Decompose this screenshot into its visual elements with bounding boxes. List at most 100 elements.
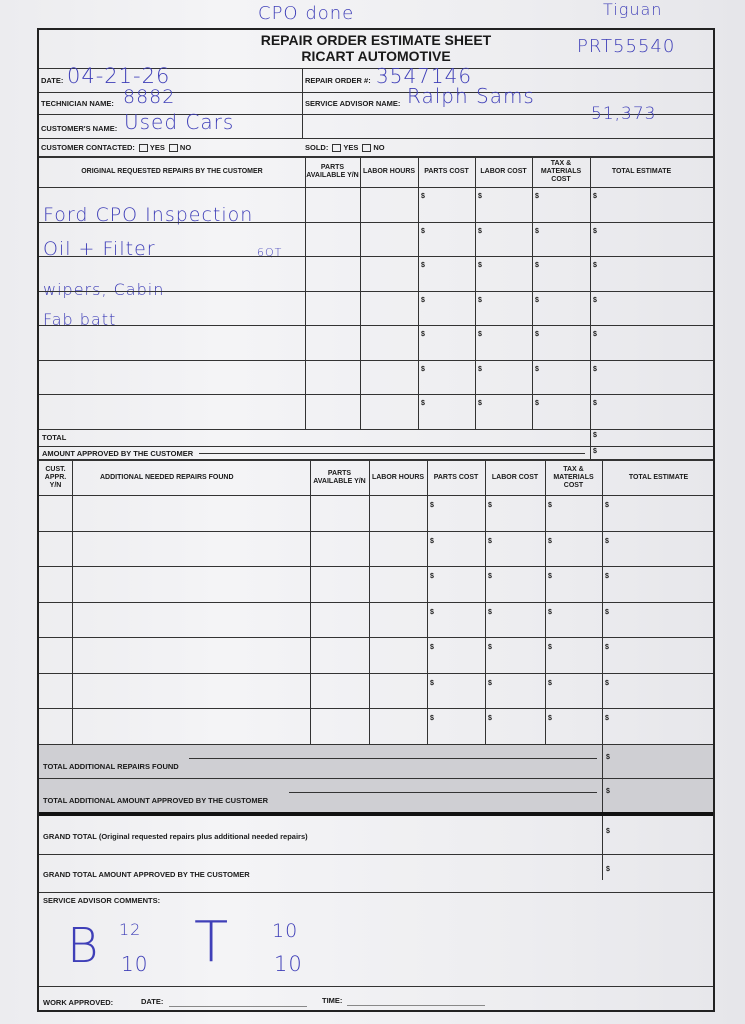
column-divider [475, 157, 476, 429]
column-header: TOTAL ESTIMATE [611, 167, 672, 175]
comment-b-bottom: 10 [121, 952, 149, 976]
arrow-line [289, 791, 597, 793]
table-row[interactable] [39, 256, 713, 257]
column-header: TOTAL ESTIMATE [628, 473, 689, 481]
total-label: TOTAL ADDITIONAL AMOUNT APPROVED BY THE … [43, 795, 269, 805]
table-row[interactable] [39, 530, 713, 532]
amount-approved-label: AMOUNT APPROVED BY THE CUSTOMER [42, 448, 194, 458]
repair-order-label: REPAIR ORDER #: [305, 76, 371, 85]
row-divider [39, 853, 713, 855]
stock-number: PRT55540 [577, 36, 676, 57]
vehicle-note: Tiguan [603, 0, 663, 19]
table-row[interactable] [39, 394, 713, 395]
column-header: PARTS COST [424, 167, 469, 175]
mileage-note: 51,373 [591, 104, 657, 124]
currency-sign: $ [593, 400, 597, 407]
currency-sign: $ [548, 608, 552, 616]
total-label: TOTAL ADDITIONAL REPAIRS FOUND [43, 761, 179, 771]
column-header: LABOR HOURS [371, 473, 425, 481]
row-divider [39, 458, 713, 461]
table-row[interactable] [39, 325, 713, 326]
sold-no-checkbox[interactable] [362, 144, 372, 153]
time-label: TIME: [322, 996, 343, 1005]
currency-sign: $ [488, 537, 492, 545]
advisor-field[interactable]: Ralph Sams [407, 84, 535, 108]
date-footer-label: DATE: [141, 997, 164, 1006]
currency-sign: $ [548, 537, 552, 545]
column-header: TAX & MATERIALS COST [553, 465, 594, 490]
comments-label: SERVICE ADVISOR COMMENTS: [43, 896, 161, 905]
grand-approved-label: GRAND TOTAL AMOUNT APPROVED BY THE CUSTO… [43, 869, 250, 879]
currency-sign: $ [605, 502, 609, 509]
table-row[interactable] [39, 428, 713, 430]
currency-sign: $ [605, 679, 609, 687]
table-row[interactable] [39, 359, 713, 361]
comment-b-top: 12 [119, 920, 142, 939]
technician-field[interactable]: 8882 [123, 86, 176, 108]
column-header: TAX & MATERIALS COST [540, 159, 582, 184]
approved-time-line[interactable] [347, 1005, 485, 1006]
column-header: PARTS AVAILABLE Y/N [313, 469, 366, 485]
grand-approved-dollar: $ [606, 865, 610, 873]
currency-sign: $ [430, 679, 434, 687]
currency-sign: $ [548, 679, 552, 687]
total-label: TOTAL [42, 432, 67, 442]
contacted-yes-checkbox[interactable] [138, 144, 148, 153]
table-row[interactable] [39, 672, 713, 674]
currency-sign: $ [593, 365, 597, 373]
table-row[interactable] [39, 566, 713, 567]
currency-sign: $ [535, 331, 539, 338]
currency-sign: $ [430, 608, 434, 616]
currency-sign: $ [421, 227, 425, 235]
table-row[interactable] [39, 290, 713, 292]
table-row[interactable] [39, 743, 713, 745]
currency-sign: $ [488, 502, 492, 509]
currency-sign: $ [478, 227, 482, 235]
currency-sign: $ [548, 715, 552, 722]
currency-sign: $ [478, 193, 482, 200]
date-field[interactable]: 04-21-26 [67, 64, 171, 88]
yes-label: YES [149, 143, 165, 152]
sold-yes-checkbox[interactable] [332, 144, 342, 153]
currency-sign: $ [488, 679, 492, 687]
currency-sign: $ [535, 296, 539, 304]
approved-date-line[interactable] [169, 1006, 307, 1007]
repair-order-field[interactable]: 3547146 [376, 64, 473, 88]
currency-sign: $ [535, 227, 539, 235]
contacted-no-checkbox[interactable] [168, 144, 178, 153]
customer-label: CUSTOMER'S NAME: [41, 124, 118, 133]
table-row[interactable] [39, 708, 713, 709]
sold: SOLD: YES NO [305, 143, 385, 153]
comment-t-bottom: 10 [274, 952, 303, 976]
table-row[interactable] [39, 221, 713, 223]
total-dollar: $ [593, 431, 597, 439]
currency-sign: $ [535, 400, 539, 407]
table-row[interactable] [39, 601, 713, 603]
row-divider [39, 187, 713, 188]
total-dollar: $ [606, 753, 610, 761]
customer-field[interactable]: Used Cars [124, 110, 235, 134]
table-row[interactable] [39, 637, 713, 638]
column-divider [532, 157, 533, 429]
column-divider [590, 157, 591, 429]
column-divider [418, 157, 419, 429]
column-header: LABOR COST [480, 167, 527, 175]
currency-sign: $ [605, 537, 609, 545]
sold-label: SOLD: [305, 143, 329, 152]
currency-sign: $ [488, 608, 492, 616]
column-divider [360, 157, 361, 429]
currency-sign: $ [421, 296, 425, 304]
currency-sign: $ [430, 715, 434, 722]
handwritten-line: Fab batt [43, 310, 117, 329]
currency-sign: $ [430, 573, 434, 580]
currency-sign: $ [421, 400, 425, 407]
handwritten-line: Ford CPO Inspection [43, 204, 254, 226]
estimate-form: REPAIR ORDER ESTIMATE SHEET RICART AUTOM… [37, 28, 715, 1012]
advisor-label: SERVICE ADVISOR NAME: [305, 99, 401, 108]
currency-sign: $ [488, 573, 492, 580]
yes-label: YES [343, 143, 359, 152]
column-header: PARTS COST [433, 473, 479, 481]
currency-sign: $ [605, 608, 609, 616]
column-header: PARTS AVAILABLE Y/N [306, 163, 359, 179]
currency-sign: $ [478, 365, 482, 373]
